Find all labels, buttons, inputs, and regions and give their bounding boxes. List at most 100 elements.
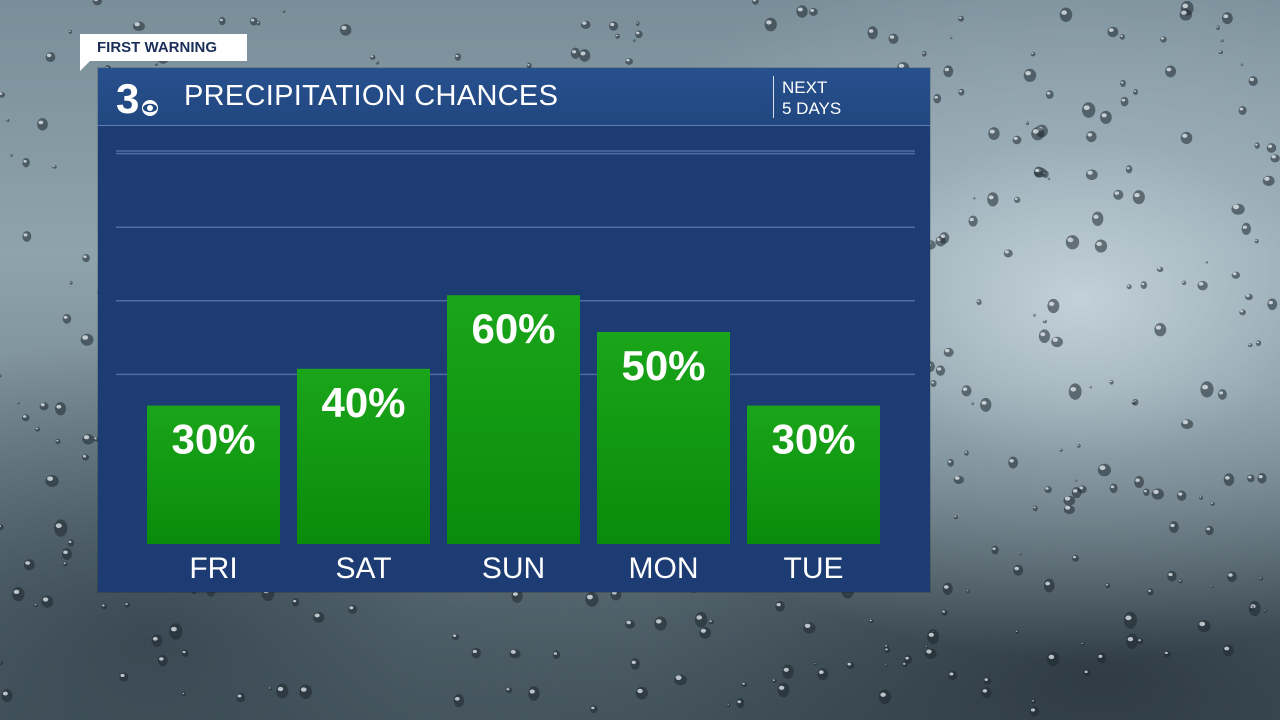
raindrop	[82, 254, 90, 263]
raindrop	[55, 438, 61, 445]
raindrop	[453, 693, 465, 708]
raindrop	[1077, 443, 1081, 448]
raindrop	[181, 649, 189, 657]
raindrop	[585, 591, 599, 607]
raindrop	[884, 663, 888, 667]
raindrop	[943, 65, 954, 78]
raindrop	[1262, 175, 1275, 187]
raindrop	[635, 30, 643, 39]
raindrop	[93, 437, 100, 442]
raindrop	[1063, 505, 1075, 515]
raindrop	[82, 434, 95, 445]
raindrop	[925, 645, 929, 648]
raindrop	[1113, 189, 1124, 200]
raindrop	[39, 402, 49, 411]
forecast-range-line2: 5 DAYS	[782, 99, 842, 118]
raindrop	[61, 548, 73, 560]
value-label-sun: 60%	[471, 305, 555, 352]
category-label-mon: MON	[629, 552, 699, 585]
raindrop	[1154, 322, 1167, 337]
raindrop	[1263, 609, 1267, 613]
category-label-tue: TUE	[784, 552, 844, 585]
labels: 30% FRI 40% SAT 60% SUN 50% MON 30% TUE	[171, 305, 855, 585]
raindrop	[1143, 488, 1150, 497]
raindrop	[1210, 585, 1214, 588]
raindrop	[1238, 105, 1247, 115]
raindrop	[1231, 271, 1241, 279]
raindrop	[803, 622, 816, 634]
raindrop	[1097, 463, 1111, 477]
raindrop	[1248, 76, 1258, 87]
raindrop	[1255, 340, 1262, 347]
raindrop	[1267, 298, 1278, 311]
raindrop	[1047, 298, 1060, 314]
raindrop	[1051, 336, 1063, 348]
value-label-fri: 30%	[171, 416, 255, 463]
raindrop	[119, 672, 129, 682]
raindrop	[694, 611, 708, 628]
raindrop	[933, 93, 942, 104]
raindrop	[1072, 554, 1079, 562]
raindrop	[777, 682, 790, 698]
raindrop	[101, 603, 108, 610]
raindrop	[987, 192, 999, 207]
raindrop	[1065, 235, 1080, 250]
raindrop	[904, 655, 913, 664]
raindrop	[1137, 638, 1144, 645]
raindrop	[92, 0, 102, 6]
raindrop	[452, 634, 460, 641]
raindrop	[1003, 249, 1013, 258]
raindrop	[1059, 448, 1063, 452]
raindrop	[1210, 502, 1215, 506]
raindrop	[169, 623, 183, 640]
raindrop	[1013, 564, 1024, 576]
raindrop	[1247, 343, 1253, 348]
raindrop	[782, 664, 794, 679]
raindrop	[1047, 652, 1060, 667]
raindrop	[1097, 652, 1107, 664]
raindrop	[1169, 521, 1179, 533]
raindrop	[958, 88, 965, 96]
raindrop	[1205, 260, 1209, 264]
raindrop	[988, 127, 1000, 141]
raindrop	[236, 692, 246, 703]
raindrop	[935, 365, 946, 376]
raindrop	[1133, 88, 1139, 95]
raindrop	[1120, 79, 1126, 88]
raindrop	[1131, 400, 1136, 405]
raindrop	[52, 165, 57, 169]
raindrop	[972, 197, 976, 200]
raindrop	[632, 38, 636, 42]
raindrop	[55, 401, 67, 416]
raindrop	[1025, 121, 1030, 126]
raindrop	[1109, 380, 1114, 385]
raindrop	[1216, 25, 1220, 31]
raindrop	[741, 682, 748, 688]
raindrop	[1181, 419, 1194, 430]
raindrop	[34, 603, 39, 607]
first-warning-label: FIRST WARNING	[97, 39, 217, 56]
raindrop	[867, 26, 878, 40]
raindrop	[1227, 571, 1237, 582]
raindrop	[953, 515, 959, 520]
raindrop	[1167, 570, 1177, 582]
raindrop	[0, 374, 2, 378]
raindrop	[968, 215, 978, 227]
raindrop	[369, 54, 376, 60]
raindrop	[124, 602, 131, 608]
raindrop	[1240, 63, 1244, 66]
raindrop	[1270, 154, 1280, 163]
raindrop	[1091, 211, 1104, 226]
raindrop	[736, 698, 745, 709]
raindrop	[1074, 479, 1078, 482]
raindrop	[796, 5, 808, 18]
raindrop	[1033, 166, 1043, 178]
raindrop	[1107, 26, 1119, 38]
raindrop	[1063, 495, 1076, 506]
bars	[147, 295, 880, 544]
raindrop	[276, 683, 289, 699]
raindrop	[1031, 127, 1045, 141]
raindrop	[775, 600, 785, 612]
raindrop	[1266, 143, 1277, 153]
raindrop	[1126, 633, 1139, 649]
